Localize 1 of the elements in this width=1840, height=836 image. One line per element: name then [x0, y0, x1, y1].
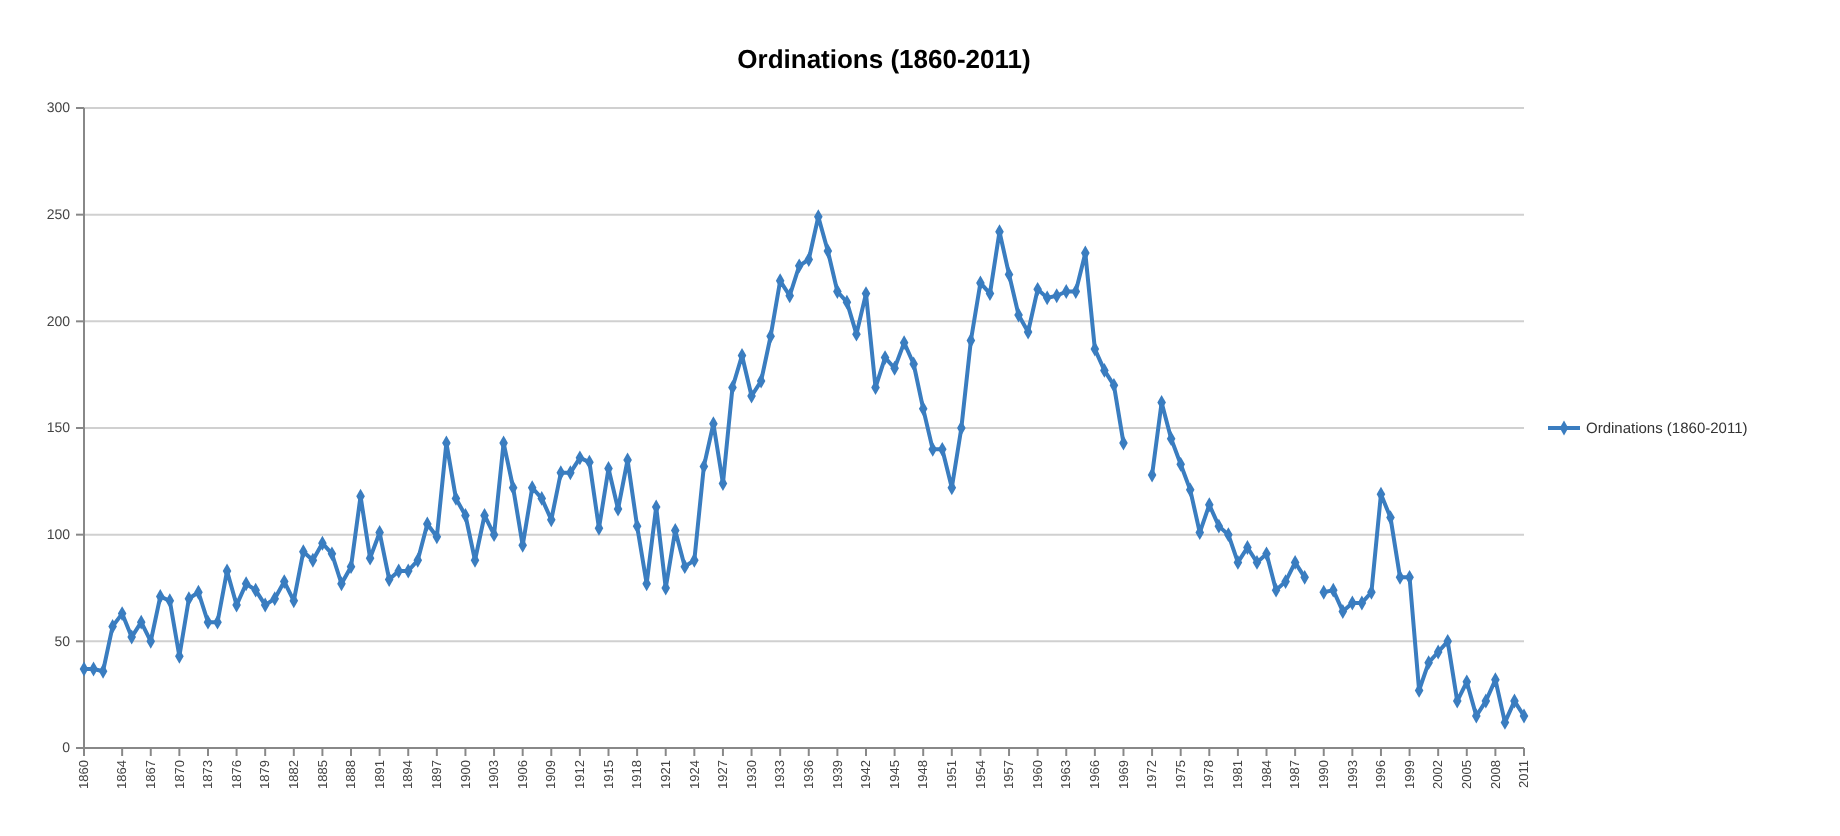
chart-title: Ordinations (1860-2011) — [737, 44, 1031, 74]
